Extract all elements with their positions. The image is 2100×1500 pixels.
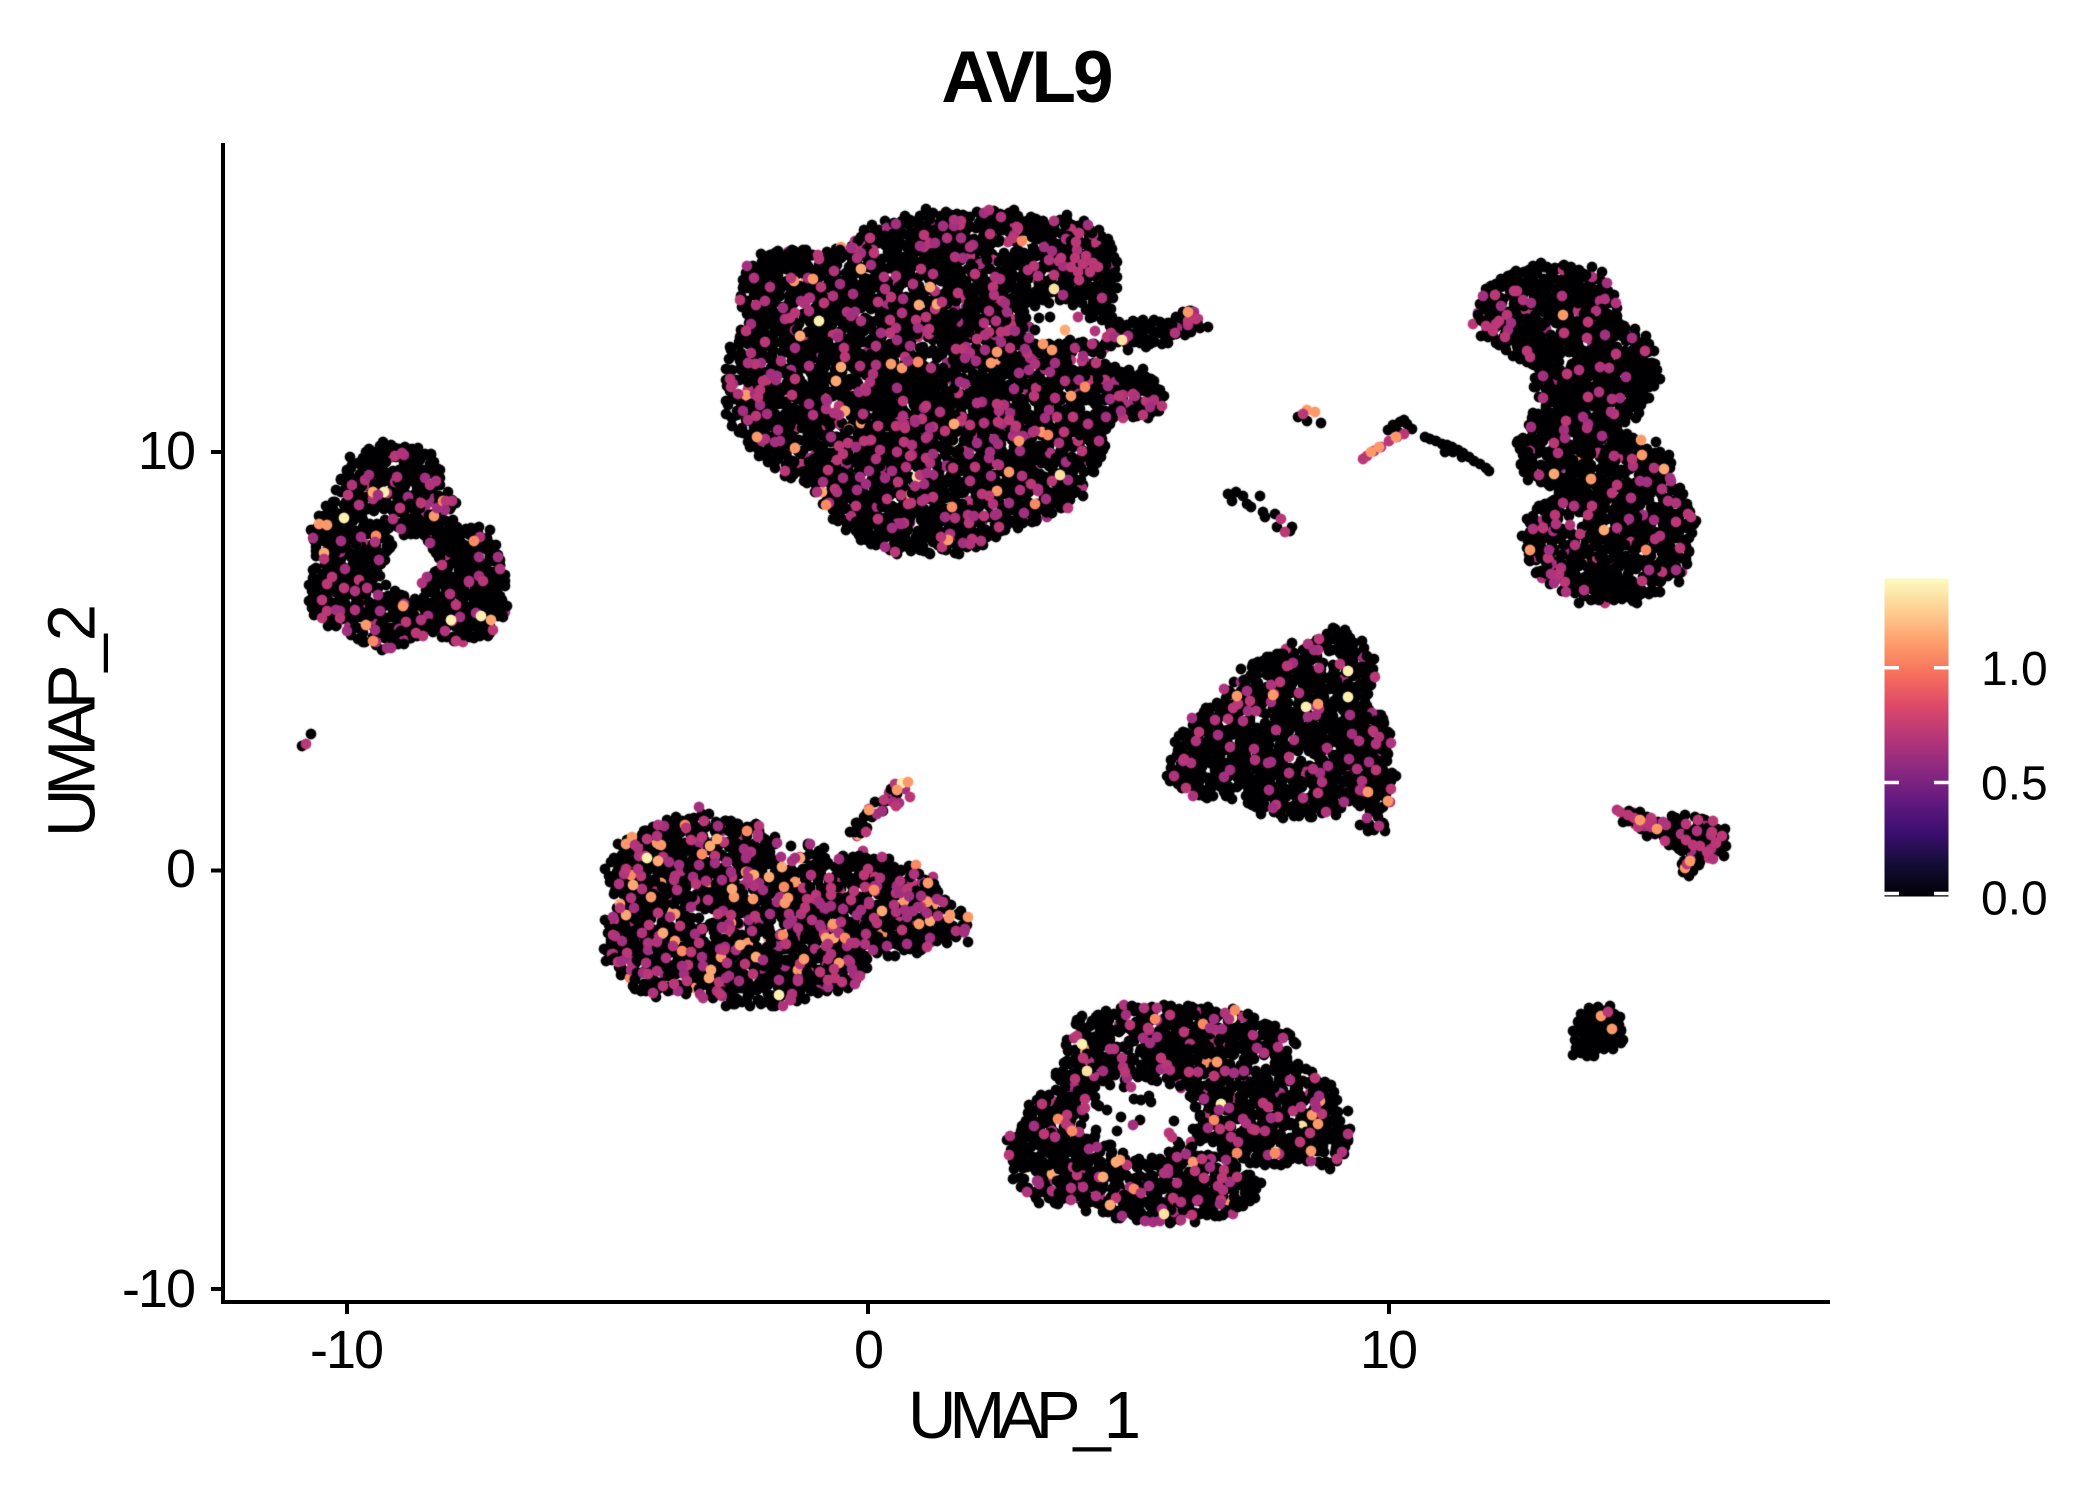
svg-text:10: 10: [138, 421, 194, 481]
svg-text:0.0: 0.0: [1981, 873, 2048, 926]
svg-text:0: 0: [166, 839, 194, 899]
svg-text:0.5: 0.5: [1981, 758, 2048, 811]
svg-text:-10: -10: [310, 1320, 382, 1380]
svg-text:-10: -10: [122, 1259, 194, 1319]
svg-text:0: 0: [854, 1320, 882, 1380]
svg-text:AVL9: AVL9: [941, 37, 1111, 118]
svg-text:UMAP_2: UMAP_2: [35, 607, 110, 837]
svg-text:UMAP_1: UMAP_1: [908, 1378, 1138, 1453]
svg-text:1.0: 1.0: [1981, 643, 2048, 696]
svg-text:10: 10: [1360, 1320, 1416, 1380]
